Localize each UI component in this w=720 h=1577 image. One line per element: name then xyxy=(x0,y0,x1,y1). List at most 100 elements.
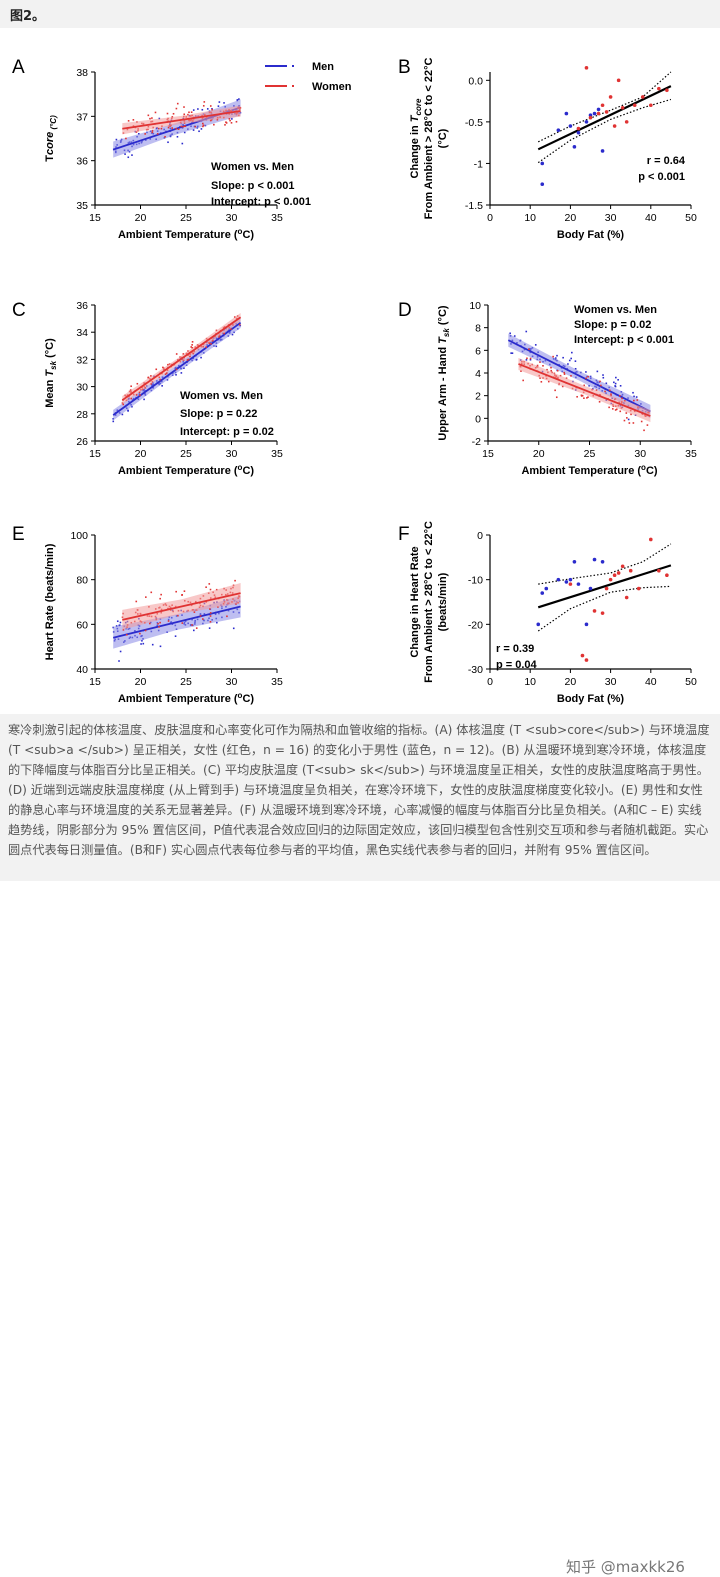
scatter-point-women xyxy=(216,118,219,121)
scatter-point-men xyxy=(525,359,528,361)
annotation-c-0: Women vs. Men xyxy=(180,390,263,402)
scatter-point-men xyxy=(193,629,195,632)
y-tick-label: 2 xyxy=(475,391,481,403)
panel-d: D 15 20 25 30 35 -2 0 2 4 6 8 10 Ambient Temperature … xyxy=(398,300,697,477)
scatter-point-men xyxy=(175,373,177,376)
panel-letter-d: D xyxy=(398,300,412,321)
scatter-point-women xyxy=(145,596,147,598)
y-tick-label: 0 xyxy=(475,413,481,425)
scatter-point-men xyxy=(211,108,213,110)
x-axis-label: Body Fat (%) xyxy=(557,229,625,241)
scatter-point-women xyxy=(604,390,606,393)
point-men xyxy=(588,586,593,591)
scatter-point-women xyxy=(561,385,564,388)
scatter-point-men xyxy=(192,109,195,111)
scatter-point-women xyxy=(632,422,635,424)
scatter-point-women xyxy=(587,396,589,398)
point-men xyxy=(572,145,577,149)
scatter-point-women xyxy=(580,395,583,397)
y-label-text: Upper Arm - Hand Tsk (°C) xyxy=(437,305,451,440)
trend-line-men xyxy=(112,605,241,639)
annotation-b-0: r = 0.64 xyxy=(647,155,686,167)
annotation-c-2: Intercept: p = 0.02 xyxy=(180,426,274,438)
x-tick-label: 35 xyxy=(271,448,283,460)
scatter-point-men xyxy=(192,129,195,131)
scatter-point-men xyxy=(602,374,604,376)
x-axis-label: Ambient Temperature (oC) xyxy=(118,227,254,241)
scatter-point-women xyxy=(608,389,611,392)
scatter-point-women xyxy=(210,343,212,345)
scatter-point-men xyxy=(200,356,202,359)
legend-label-men: Men xyxy=(312,61,334,73)
scatter-point-women xyxy=(190,346,193,348)
scatter-point-women xyxy=(183,590,186,592)
annotation-d-0: Women vs. Men xyxy=(574,304,657,316)
scatter-point-women xyxy=(547,380,550,383)
point-men xyxy=(556,128,561,132)
y-tick-label: 35 xyxy=(76,200,88,212)
scatter-point-women xyxy=(158,626,160,628)
scatter-point-women xyxy=(155,368,158,371)
scatter-point-women xyxy=(175,590,177,593)
scatter-point-women xyxy=(176,102,179,105)
scatter-point-men xyxy=(615,376,617,379)
legend: Men Women xyxy=(265,61,352,93)
x-tick-label: 25 xyxy=(180,676,192,688)
scatter-point-women xyxy=(201,122,204,125)
y-label-line1: Change in Tcore xyxy=(409,98,423,178)
scatter-point-men xyxy=(121,413,124,416)
y-label-line2: From Ambient > 28°C to < 22°C xyxy=(423,521,435,683)
y-tick-label: 34 xyxy=(76,327,88,339)
point-women xyxy=(657,568,661,573)
point-women xyxy=(624,120,629,124)
scatter-point-women xyxy=(213,123,215,126)
y-label-line3: (beats/min) xyxy=(437,572,449,631)
point-women xyxy=(580,653,585,658)
scatter-point-men xyxy=(183,131,186,134)
scatter-point-women xyxy=(230,122,233,124)
scatter-point-women xyxy=(125,633,128,636)
x-tick-label: 20 xyxy=(135,212,147,224)
y-label-text: Mean Tsk (°C) xyxy=(44,338,58,408)
scatter-point-women xyxy=(150,383,152,385)
scatter-point-women xyxy=(194,125,197,128)
point-women xyxy=(649,103,653,108)
scatter-point-women xyxy=(520,370,522,372)
point-women xyxy=(649,537,653,542)
scatter-point-women xyxy=(208,342,211,344)
y-label-text: Heart Rate (beats/min) xyxy=(44,543,56,660)
scatter-point-women xyxy=(223,332,225,335)
trend-line-women xyxy=(518,363,651,417)
scatter-point-men xyxy=(231,333,234,336)
y-tick-label: 6 xyxy=(475,345,481,357)
scatter-point-men xyxy=(562,356,564,359)
scatter-point-men xyxy=(180,372,183,374)
scatter-point-women xyxy=(172,112,175,115)
x-tick-label: 30 xyxy=(226,448,238,460)
scatter-point-women xyxy=(164,135,166,138)
scatter-point-women xyxy=(233,316,236,318)
scatter-point-women xyxy=(554,389,556,392)
scatter-point-women xyxy=(136,382,139,385)
panel-letter-a: A xyxy=(12,57,25,78)
x-tick-label: 0 xyxy=(487,212,493,224)
scatter-point-men xyxy=(200,128,203,130)
y-label-text: Tcore (°C) xyxy=(44,115,58,162)
scatter-point-women xyxy=(177,614,179,617)
figure-header: 图2。 xyxy=(0,0,720,28)
scatter-point-women xyxy=(157,622,159,625)
point-women xyxy=(636,586,641,591)
scatter-point-women xyxy=(203,101,206,103)
scatter-point-women xyxy=(175,127,177,130)
scatter-point-women xyxy=(202,618,204,620)
scatter-point-men xyxy=(181,142,184,145)
x-axis-label: Body Fat (%) xyxy=(557,693,625,705)
scatter-point-men xyxy=(556,354,558,357)
ci-lower-line xyxy=(537,98,672,164)
y-tick-label: 36 xyxy=(76,300,88,312)
scatter-point-women xyxy=(164,373,167,375)
scatter-point-women xyxy=(202,125,204,128)
point-women xyxy=(624,595,629,600)
scatter-point-women xyxy=(208,608,211,610)
scatter-point-women xyxy=(190,111,193,113)
